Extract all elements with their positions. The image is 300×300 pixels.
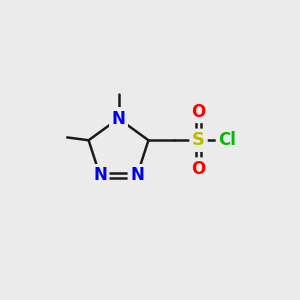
Text: N: N	[130, 167, 144, 184]
Text: N: N	[112, 110, 125, 128]
Text: O: O	[191, 160, 206, 178]
Text: Cl: Cl	[218, 131, 236, 149]
Text: S: S	[192, 131, 205, 149]
Text: O: O	[191, 103, 206, 121]
Text: N: N	[93, 167, 107, 184]
